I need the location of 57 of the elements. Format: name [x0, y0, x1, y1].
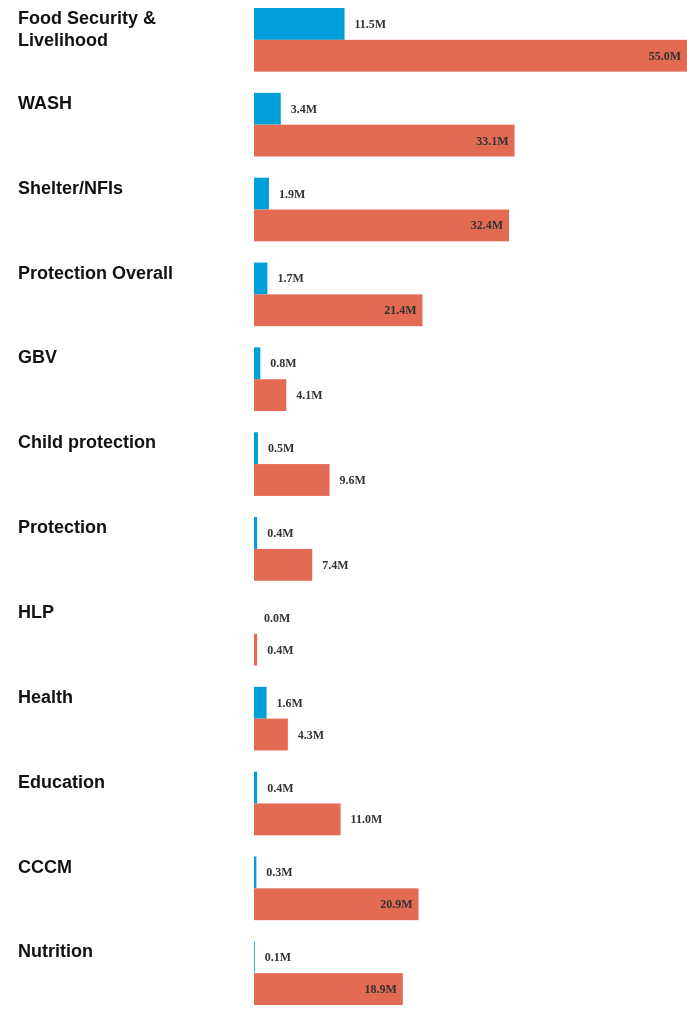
- data-label: 1.7M: [277, 271, 304, 286]
- data-label: 11.5M: [354, 16, 387, 31]
- data-label: 4.3M: [297, 727, 325, 742]
- y-tick-label: Protection Overall: [18, 262, 174, 283]
- y-tick-label: HLP: [18, 601, 54, 622]
- bar: [254, 548, 313, 581]
- y-tick-label: WASH: [18, 92, 72, 113]
- bar: [254, 633, 258, 666]
- data-label: 0.4M: [267, 780, 294, 795]
- data-label: 0.8M: [270, 356, 297, 371]
- y-tick-label: Shelter/NFIs: [18, 177, 124, 198]
- data-label: 0.0M: [264, 610, 291, 625]
- data-label: 7.4M: [322, 557, 349, 572]
- data-label: 18.9M: [364, 982, 397, 997]
- data-label: 20.9M: [380, 897, 413, 912]
- bar: [254, 432, 258, 465]
- data-label: 21.4M: [384, 303, 417, 318]
- bar: [254, 379, 287, 412]
- bar: [254, 177, 269, 210]
- bar: [254, 209, 510, 242]
- y-tick-label: Health: [18, 686, 74, 707]
- bar: [254, 973, 403, 1005]
- data-label: 33.1M: [476, 133, 509, 148]
- y-tick-label: Food Security & Livelihood: [18, 8, 157, 50]
- y-tick-label: Education: [18, 771, 106, 792]
- bar: [254, 686, 267, 719]
- bar: [254, 294, 423, 327]
- bar: [254, 262, 268, 295]
- data-label: 0.4M: [267, 526, 294, 541]
- bar: [254, 803, 341, 836]
- data-label: 0.5M: [267, 441, 295, 456]
- data-label: 0.1M: [264, 950, 292, 965]
- data-label: 55.0M: [648, 48, 681, 63]
- y-tick-label: Child protection: [18, 432, 156, 453]
- data-label: 1.6M: [276, 695, 303, 710]
- data-label: 11.0M: [350, 812, 383, 827]
- bar: [254, 888, 419, 921]
- bar: [254, 39, 687, 72]
- bar: [254, 464, 330, 496]
- bar: [254, 92, 281, 125]
- data-label: 4.1M: [296, 388, 323, 403]
- y-tick-label: GBV: [18, 347, 58, 368]
- bar: [254, 517, 258, 549]
- bar: [254, 771, 258, 804]
- data-label: 32.4M: [470, 218, 504, 233]
- data-label: 1.9M: [278, 186, 306, 201]
- data-label: 3.4M: [290, 101, 318, 116]
- bar: [254, 8, 345, 40]
- y-tick-label: Protection: [18, 517, 108, 538]
- bar: [254, 718, 288, 751]
- data-label: 0.3M: [266, 865, 293, 880]
- y-tick-label: CCCM: [18, 856, 72, 877]
- y-tick-label: Nutrition: [18, 941, 93, 962]
- data-label: 0.4M: [267, 642, 294, 657]
- bar: [254, 347, 261, 380]
- data-label: 9.6M: [339, 472, 366, 487]
- bar: [254, 124, 515, 157]
